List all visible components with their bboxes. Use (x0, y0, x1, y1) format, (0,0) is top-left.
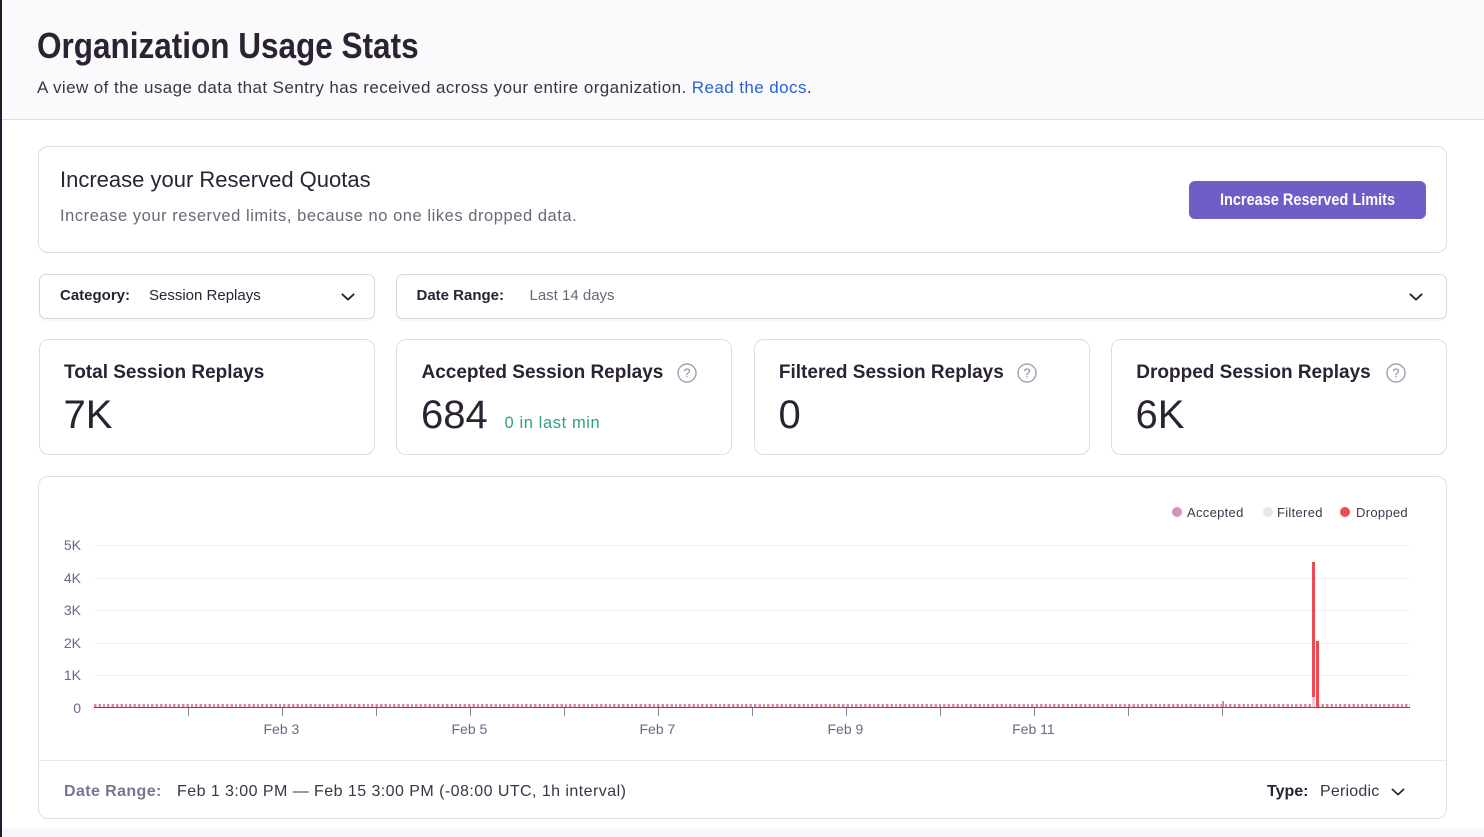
svg-text:?: ? (683, 367, 690, 381)
svg-text:?: ? (1392, 367, 1399, 381)
svg-text:?: ? (1023, 367, 1030, 381)
